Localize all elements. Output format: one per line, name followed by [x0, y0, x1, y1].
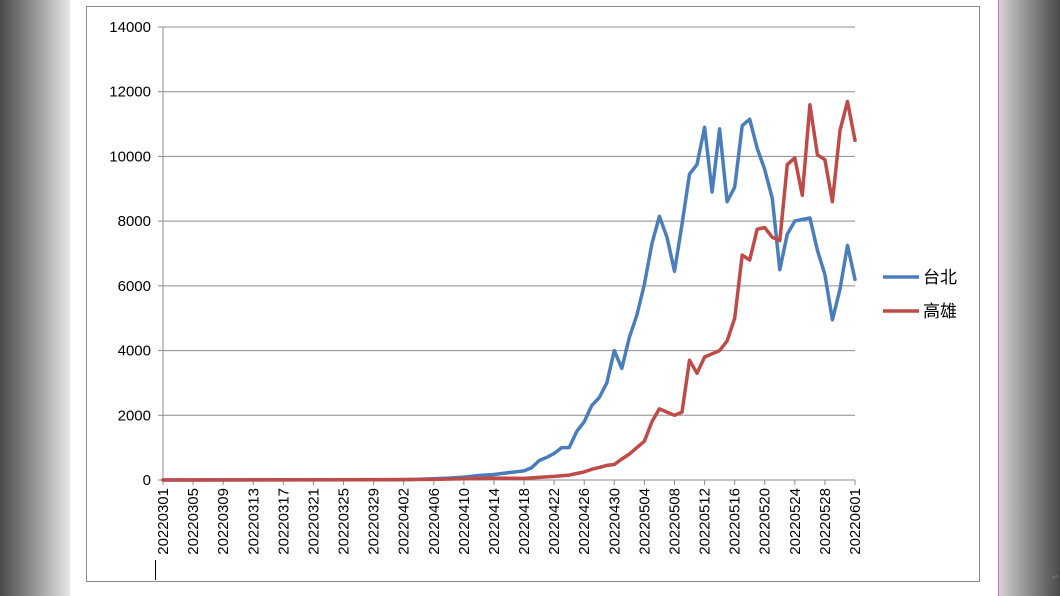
text-cursor — [155, 560, 156, 580]
legend-label-2: 高雄 — [923, 302, 957, 322]
series-line-2 — [161, 99, 857, 482]
x-tick-label: 20220410 — [456, 488, 473, 555]
gridlines — [163, 26, 855, 416]
x-tick-label: 20220516 — [727, 488, 744, 555]
x-axis: 20220301 20220305 20220309 20220313 20220317… — [155, 479, 864, 555]
x-tick-label: 20220430 — [606, 488, 623, 555]
y-tick-label: 2000 — [118, 407, 151, 424]
x-tick-label: 20220414 — [486, 488, 503, 555]
x-tick-label: 20220508 — [666, 488, 683, 555]
x-tick-label: 20220426 — [576, 488, 593, 555]
x-tick-label: 20220305 — [185, 488, 202, 555]
x-tick-label: 20220524 — [787, 488, 804, 555]
x-tick-label: 20220402 — [396, 488, 413, 555]
x-tick-label: 20220422 — [546, 488, 563, 555]
x-tick-label: 20220504 — [636, 488, 653, 555]
x-tick-label: 20220601 — [847, 488, 864, 555]
y-tick-label: 0 — [143, 472, 151, 489]
y-tick-label: 12000 — [109, 84, 151, 101]
x-tick-label: 20220406 — [426, 488, 443, 555]
x-tick-label: 20220520 — [757, 488, 774, 555]
y-tick-label: 8000 — [118, 213, 151, 230]
x-tick-label: 20220325 — [336, 488, 353, 555]
y-tick-label: 4000 — [118, 343, 151, 360]
line-chart: 0 2000 4000 6000 8000 10000 12000 14000 2022030… — [109, 19, 957, 555]
x-tick-label: 20220528 — [817, 488, 834, 555]
x-tick-label: 20220309 — [215, 488, 232, 555]
x-tick-label: 20220512 — [697, 488, 714, 555]
y-tick-label: 14000 — [109, 19, 151, 36]
chart-frame: 0 2000 4000 6000 8000 10000 12000 14000 2022030… — [86, 6, 980, 582]
x-tick-label: 20220313 — [245, 488, 262, 555]
x-tick-label: 20220321 — [305, 488, 322, 555]
y-axis: 0 2000 4000 6000 8000 10000 12000 14000 — [109, 19, 164, 489]
x-tick-label: 20220329 — [366, 488, 383, 555]
series-lines — [161, 99, 857, 482]
x-tick-label: 20220317 — [275, 488, 292, 555]
document-page: 0 2000 4000 6000 8000 10000 12000 14000 2022030… — [70, 0, 1060, 596]
paragraph-mark-icon: ↵ — [1052, 572, 1060, 582]
y-tick-label: 6000 — [118, 278, 151, 295]
y-tick-label: 10000 — [109, 148, 151, 165]
series-line-1 — [161, 117, 857, 482]
x-tick-label: 20220418 — [516, 488, 533, 555]
legend-label-1: 台北 — [923, 268, 957, 288]
x-tick-label: 20220301 — [155, 488, 172, 555]
